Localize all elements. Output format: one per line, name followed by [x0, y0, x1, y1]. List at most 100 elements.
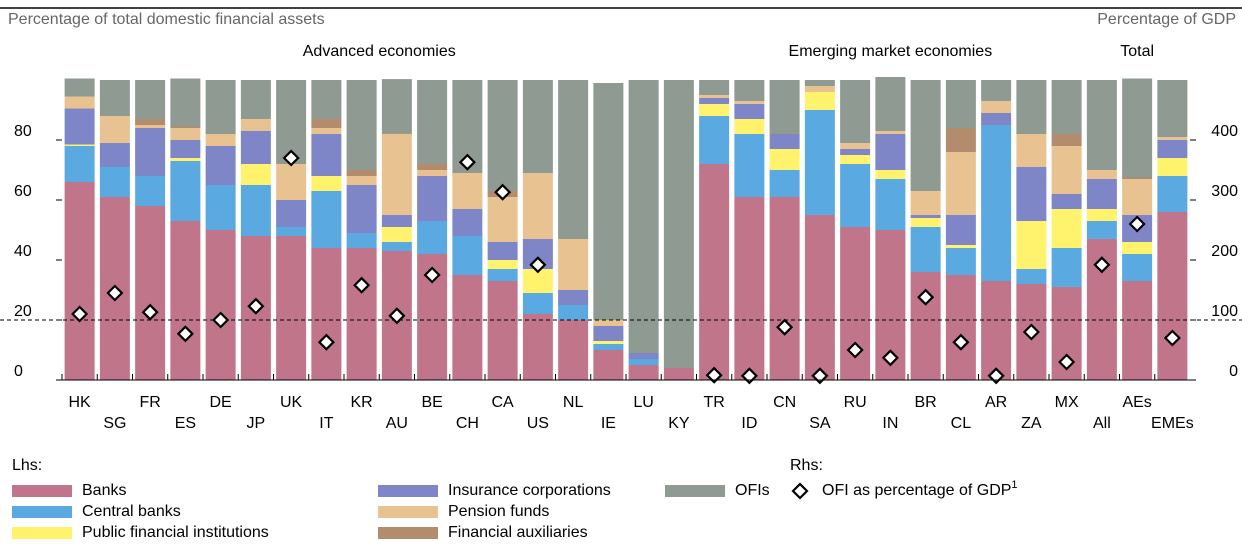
footnote-marker: 1	[1011, 479, 1017, 491]
bar-segment	[135, 206, 166, 380]
group-label: Total	[1120, 43, 1154, 60]
bar-segment	[346, 185, 377, 233]
bar-segment	[64, 182, 95, 380]
legend-label: OFIs	[735, 482, 770, 499]
legend-label: Pension funds	[448, 503, 549, 520]
x-tick-label: US	[527, 415, 549, 432]
ofi-gdp-marker	[353, 276, 371, 294]
x-tick-label: EMEs	[1151, 415, 1194, 432]
bar-segment	[1016, 134, 1047, 167]
bar-segment	[1157, 176, 1188, 212]
legend-label: Financial auxiliaries	[448, 524, 588, 541]
bar-segment	[276, 227, 307, 236]
bar-segment	[945, 152, 976, 215]
bar-segment	[311, 128, 342, 134]
bar-segment	[522, 293, 553, 314]
bar-segment	[840, 143, 871, 149]
bar-segment	[240, 131, 271, 164]
x-tick-label: All	[1093, 415, 1111, 432]
bar-segment	[170, 78, 201, 127]
bar-segment	[276, 164, 307, 200]
ofi-gdp-marker	[740, 367, 758, 385]
ofi-gdp-marker	[282, 149, 300, 167]
x-tick-label: TR	[703, 394, 724, 411]
bar-segment	[1157, 80, 1188, 137]
y-tick-label: 80	[14, 123, 32, 140]
bar-segment	[99, 167, 130, 197]
bar-segment	[945, 80, 976, 128]
ofi-gdp-marker	[705, 366, 723, 384]
bar-segment	[311, 191, 342, 248]
bar-segment	[311, 80, 342, 119]
legend-label: Central banks	[82, 503, 181, 520]
bar-segment	[1122, 242, 1153, 254]
x-tick-label: CL	[951, 415, 972, 432]
bar-segment	[452, 236, 483, 275]
ofi-gdp-marker	[1058, 353, 1076, 371]
bar-segment	[1051, 146, 1082, 194]
bar-segment	[205, 80, 236, 134]
legend-swatch	[665, 485, 725, 497]
bar-segment	[276, 236, 307, 380]
bar-segment	[346, 170, 377, 176]
bar-segment	[699, 98, 730, 104]
bar-segment	[170, 158, 201, 161]
bar-segment	[1086, 221, 1117, 239]
bar-segment	[1086, 170, 1117, 179]
bar-segment	[628, 365, 659, 380]
x-tick-label: SA	[809, 415, 831, 432]
bar-segment	[875, 170, 906, 179]
bar-segment	[1122, 281, 1153, 380]
bar-segment	[205, 134, 236, 146]
x-tick-label: FR	[139, 394, 160, 411]
bar-segment	[1086, 179, 1117, 209]
y2-tick-label: 100	[1211, 303, 1238, 320]
ofi-gdp-marker	[106, 284, 124, 302]
x-tick-label: BE	[421, 394, 442, 411]
bar-segment	[135, 125, 166, 128]
bar-segment	[205, 146, 236, 185]
bar-segment	[628, 80, 659, 353]
bar-segment	[840, 149, 871, 155]
bar-segment	[452, 275, 483, 380]
x-tick-label: CA	[492, 394, 515, 411]
bar-segment	[875, 179, 906, 230]
bar-segment	[945, 248, 976, 275]
bar-segment	[1051, 209, 1082, 248]
legend-heading: Rhs:	[790, 457, 823, 474]
ofi-gdp-marker	[494, 183, 512, 201]
bar-segment	[1157, 137, 1188, 140]
bar-segment	[945, 128, 976, 152]
bar-segment	[804, 92, 835, 110]
bar-segment	[311, 134, 342, 176]
ofi-gdp-marker	[846, 341, 864, 359]
bar-segment	[381, 79, 412, 134]
bar-segment	[346, 233, 377, 248]
bar-segment	[1157, 212, 1188, 380]
x-tick-label: KY	[668, 415, 690, 432]
bar-segment	[734, 119, 765, 134]
bar-segment	[452, 173, 483, 209]
bar-segment	[875, 131, 906, 134]
ofi-gdp-marker	[952, 333, 970, 351]
ofi-gdp-marker	[881, 349, 899, 367]
bar-segment	[1051, 134, 1082, 146]
bar-segment	[981, 80, 1012, 101]
legend-swatch	[12, 485, 72, 497]
bar-segment	[170, 126, 201, 128]
bar-segment	[311, 119, 342, 128]
bar-segment	[910, 227, 941, 272]
x-tick-label: HK	[69, 394, 92, 411]
bar-segment	[804, 86, 835, 92]
bar-segment	[593, 326, 624, 341]
bar-segment	[417, 80, 448, 164]
x-tick-label: LU	[633, 394, 653, 411]
bar-segment	[699, 80, 730, 95]
bar-segment	[1086, 80, 1117, 170]
bar-segment	[769, 170, 800, 197]
x-tick-label: AEs	[1122, 394, 1151, 411]
x-tick-label: MX	[1055, 394, 1079, 411]
bar-segment	[558, 290, 589, 305]
bar-segment	[170, 140, 201, 158]
bar-segment	[99, 116, 130, 143]
